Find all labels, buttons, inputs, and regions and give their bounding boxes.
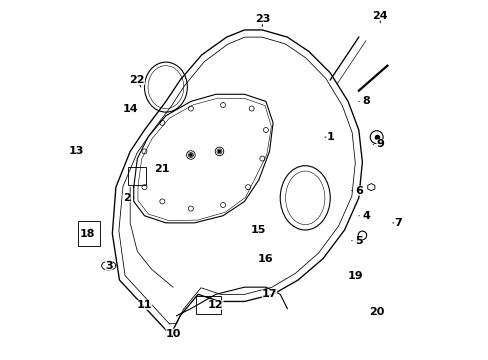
Text: 4: 4 xyxy=(358,211,369,221)
Circle shape xyxy=(189,154,192,157)
Text: 17: 17 xyxy=(261,289,277,299)
Text: 5: 5 xyxy=(351,236,362,246)
Text: 22: 22 xyxy=(129,75,145,87)
Text: 16: 16 xyxy=(258,253,273,264)
Text: 7: 7 xyxy=(392,218,401,228)
Text: 6: 6 xyxy=(351,186,362,196)
Text: 24: 24 xyxy=(372,11,387,23)
Text: 23: 23 xyxy=(254,14,269,26)
Text: 2: 2 xyxy=(122,193,134,203)
Text: 15: 15 xyxy=(250,225,266,235)
Text: 1: 1 xyxy=(324,132,333,142)
Text: 8: 8 xyxy=(358,96,369,107)
Text: 20: 20 xyxy=(368,307,384,317)
Text: 19: 19 xyxy=(346,271,362,282)
Text: 18: 18 xyxy=(80,228,95,239)
Text: 21: 21 xyxy=(154,164,170,174)
Text: 13: 13 xyxy=(69,147,84,157)
Circle shape xyxy=(218,150,221,153)
Text: 3: 3 xyxy=(105,261,116,271)
Text: 14: 14 xyxy=(122,104,138,113)
Text: 12: 12 xyxy=(208,300,223,310)
Text: 10: 10 xyxy=(165,329,181,339)
Text: 9: 9 xyxy=(372,139,384,149)
Text: 11: 11 xyxy=(137,300,152,310)
